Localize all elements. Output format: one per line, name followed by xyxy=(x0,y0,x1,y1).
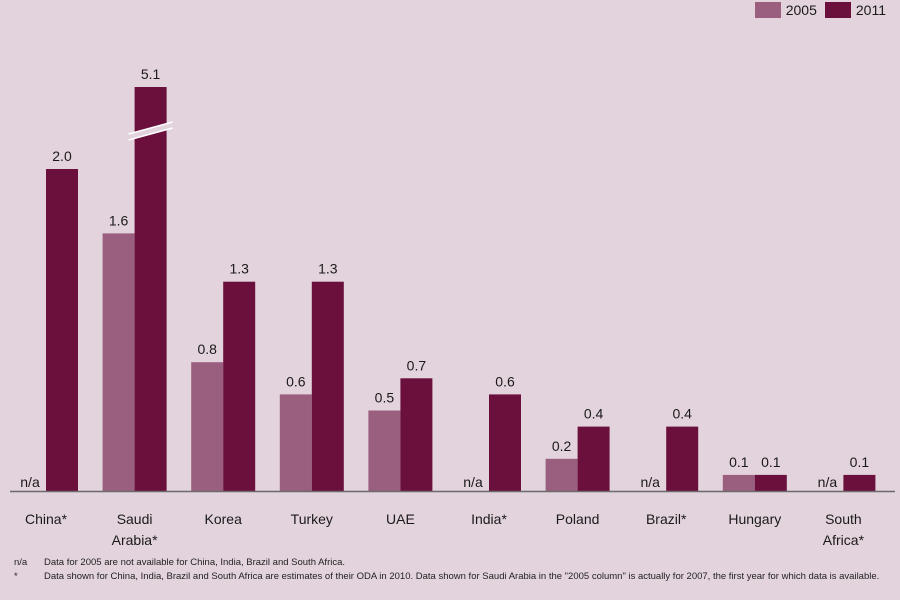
data-label-2011-8: 0.1 xyxy=(761,454,781,470)
bar-2005-4 xyxy=(368,410,401,491)
data-label-2005-9: n/a xyxy=(818,474,838,490)
bar-2011-4 xyxy=(400,378,433,491)
category-label-4: UAE xyxy=(386,511,415,527)
legend-item-2005: 2005 xyxy=(754,2,817,18)
data-label-2011-2: 1.3 xyxy=(229,261,249,277)
category-label-2: Korea xyxy=(205,511,243,527)
data-label-2005-7: n/a xyxy=(640,474,660,490)
data-label-2011-4: 0.7 xyxy=(407,357,427,373)
bar-2005-3 xyxy=(279,394,312,491)
data-label-2005-6: 0.2 xyxy=(552,438,572,454)
data-label-2005-4: 0.5 xyxy=(375,390,395,406)
data-label-2005-1: 1.6 xyxy=(109,212,129,228)
data-label-2011-1: 5.1 xyxy=(141,66,161,82)
category-label-1: Saudi Arabia* xyxy=(112,511,158,548)
bar-2011-5 xyxy=(489,394,521,491)
data-label-2011-9: 0.1 xyxy=(850,454,870,470)
bar-2011-1 xyxy=(134,87,167,491)
category-label-7: Brazil* xyxy=(646,511,687,527)
category-label-5: India* xyxy=(471,511,507,527)
data-label-2005-5: n/a xyxy=(463,474,483,490)
data-label-2011-3: 1.3 xyxy=(318,261,338,277)
data-label-2005-0: n/a xyxy=(20,474,40,490)
bar-2005-1 xyxy=(102,233,135,491)
bar-2005-8 xyxy=(722,474,755,491)
footnote-na: n/a Data for 2005 are not available for … xyxy=(14,556,890,570)
footnote-text: Data for 2005 are not available for Chin… xyxy=(44,557,346,568)
bar-2011-9 xyxy=(843,474,876,491)
footnote-asterisk: * Data shown for China, India, Brazil an… xyxy=(14,570,890,584)
category-label-6: Poland xyxy=(556,511,600,527)
data-label-2011-7: 0.4 xyxy=(672,406,692,422)
legend-swatch-2005 xyxy=(754,2,781,18)
category-label-9: South Africa* xyxy=(823,511,865,548)
bar-2011-2 xyxy=(223,281,256,491)
data-label-2005-8: 0.1 xyxy=(729,454,749,470)
data-label-2011-6: 0.4 xyxy=(584,406,604,422)
legend-item-2011: 2011 xyxy=(824,2,886,18)
legend: 2005 2011 xyxy=(754,2,886,18)
bar-2011-3 xyxy=(311,281,344,491)
bar-chart: n/a 2.0 China* 1.6 5.1 Saudi Arabia* 0.8 1.3 Kore… xyxy=(10,66,895,548)
data-label-2005-2: 0.8 xyxy=(197,341,217,357)
footnote-mark: * xyxy=(14,571,18,582)
footnote-mark: n/a xyxy=(14,557,28,568)
data-label-2011-5: 0.6 xyxy=(495,373,515,389)
bar-2005-6 xyxy=(545,458,578,491)
bar-2011-8 xyxy=(754,474,787,491)
footnote-text: Data shown for China, India, Brazil and … xyxy=(44,571,880,582)
legend-swatch-2011 xyxy=(824,2,851,18)
category-label-0: China* xyxy=(25,511,68,527)
data-label-2011-0: 2.0 xyxy=(52,148,72,164)
category-label-8: Hungary xyxy=(728,511,781,527)
footnotes: n/a Data for 2005 are not available for … xyxy=(14,556,890,584)
legend-label-2011: 2011 xyxy=(855,2,886,18)
bar-2011-7 xyxy=(666,426,699,491)
legend-label-2005: 2005 xyxy=(785,2,817,18)
category-label-3: Turkey xyxy=(291,511,333,527)
data-label-2005-3: 0.6 xyxy=(286,373,306,389)
bar-2005-2 xyxy=(191,362,224,491)
bar-2011-6 xyxy=(577,426,610,491)
axis-break-mark xyxy=(127,121,174,141)
bar-2011-0 xyxy=(46,169,78,491)
